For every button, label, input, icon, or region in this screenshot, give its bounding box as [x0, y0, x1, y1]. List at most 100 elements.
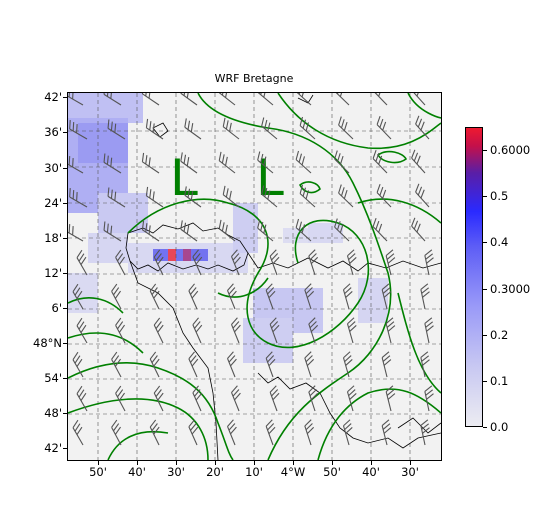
colorbar-tick [483, 380, 487, 382]
wind-barb [420, 283, 430, 310]
wind-barb [381, 351, 392, 378]
wind-barb [424, 249, 434, 276]
wind-barb [141, 93, 160, 106]
wind-barb [415, 183, 430, 208]
wind-barb [342, 419, 353, 446]
wind-barb [184, 186, 202, 208]
wind-barb [230, 385, 241, 412]
wind-barb [107, 119, 126, 140]
wind-barb [115, 249, 126, 276]
wind-barb [68, 156, 84, 174]
wind-barb [226, 351, 237, 378]
wind-barb [192, 249, 203, 276]
wind-barb [295, 150, 312, 174]
wind-barb [295, 218, 312, 242]
longitude-label: 40' [362, 465, 380, 479]
wind-barb [424, 385, 434, 412]
colorbar-tick [483, 196, 487, 198]
latitude-label: 12' [44, 266, 62, 280]
low-pressure-markers: L L [170, 149, 284, 207]
wind-barbs [68, 93, 434, 446]
wind-barb [269, 317, 280, 344]
wind-barb [72, 351, 84, 378]
colorbar-tick [483, 334, 487, 336]
longitude-label: 10' [245, 465, 263, 479]
wind-barb [111, 419, 122, 446]
latitude-tick [63, 203, 67, 204]
wind-barb [269, 249, 280, 276]
wind-barb [334, 93, 350, 106]
colorbar-label: 0.1 [490, 373, 509, 388]
wind-barb [218, 93, 236, 106]
wind-barb [342, 351, 353, 378]
wind-barb [261, 117, 278, 140]
wind-barb [184, 118, 202, 140]
map-canvas: L L [68, 93, 441, 460]
longitude-tick [371, 461, 372, 465]
longitude-label: 20' [206, 465, 224, 479]
wind-barb [381, 419, 392, 446]
latitude-label: 48°N [33, 336, 62, 350]
longitude-tick [410, 461, 411, 465]
wind-barb [411, 93, 426, 106]
colorbar-label: 0.0 [490, 420, 509, 434]
wind-barb [304, 283, 315, 310]
wind-barb [180, 220, 198, 242]
longitude-tick [176, 461, 177, 465]
wind-barb [420, 351, 430, 378]
wind-barb [226, 419, 237, 446]
wind-barb [304, 419, 315, 446]
longitude-label: 4°W [280, 465, 306, 479]
wind-barb [304, 351, 315, 378]
wind-barb [257, 151, 274, 174]
map-title: WRF Bretagne [214, 72, 294, 85]
wind-barb [222, 185, 240, 208]
colorbar-label: 0.2 [490, 327, 509, 342]
longitude-tick [215, 461, 216, 465]
wind-barb [145, 186, 164, 208]
wind-barb [69, 188, 88, 208]
wind-barb [111, 283, 122, 310]
map-gridlines [68, 93, 441, 460]
latitude-tick [63, 273, 67, 274]
wind-barb [269, 385, 280, 412]
wind-barb [222, 117, 240, 140]
wind-barb [376, 115, 392, 140]
wind-barb [342, 283, 353, 310]
colorbar-tick [483, 150, 487, 152]
colorbar-label: 0.3000 [490, 281, 531, 296]
latitude-label: 42' [44, 441, 62, 455]
colorbar-label: 0.6000 [490, 143, 531, 158]
wind-barb [180, 152, 198, 174]
wind-barb [188, 351, 199, 378]
wind-barb [192, 317, 203, 344]
wind-barb [424, 317, 434, 344]
latitude-label: 48' [44, 406, 62, 420]
colorbar-tick [483, 427, 487, 428]
wind-barb [372, 217, 388, 242]
wind-barb [149, 283, 160, 310]
wind-barb [107, 187, 126, 208]
wind-barb [334, 218, 350, 242]
wind-barb [299, 116, 316, 140]
wind-barb [411, 217, 426, 242]
latitude-tick [63, 448, 67, 449]
wind-barb [76, 317, 88, 344]
wind-barb [149, 419, 160, 446]
longitude-tick [293, 461, 294, 465]
wind-barb [346, 317, 357, 344]
wind-barb [385, 249, 396, 276]
wind-barb [103, 153, 122, 174]
latitude-tick [63, 378, 67, 379]
longitude-label: 50' [89, 465, 107, 479]
wind-barb [334, 150, 350, 174]
wind-barb [68, 224, 84, 242]
latitude-tick [63, 308, 67, 309]
wind-barb [265, 351, 276, 378]
wind-barb [346, 249, 357, 276]
wind-barb [192, 385, 203, 412]
latitude-tick [63, 132, 67, 133]
colorbar-label: 0.4 [490, 235, 509, 250]
wind-barb [372, 93, 388, 106]
latitude-tick [63, 238, 67, 239]
